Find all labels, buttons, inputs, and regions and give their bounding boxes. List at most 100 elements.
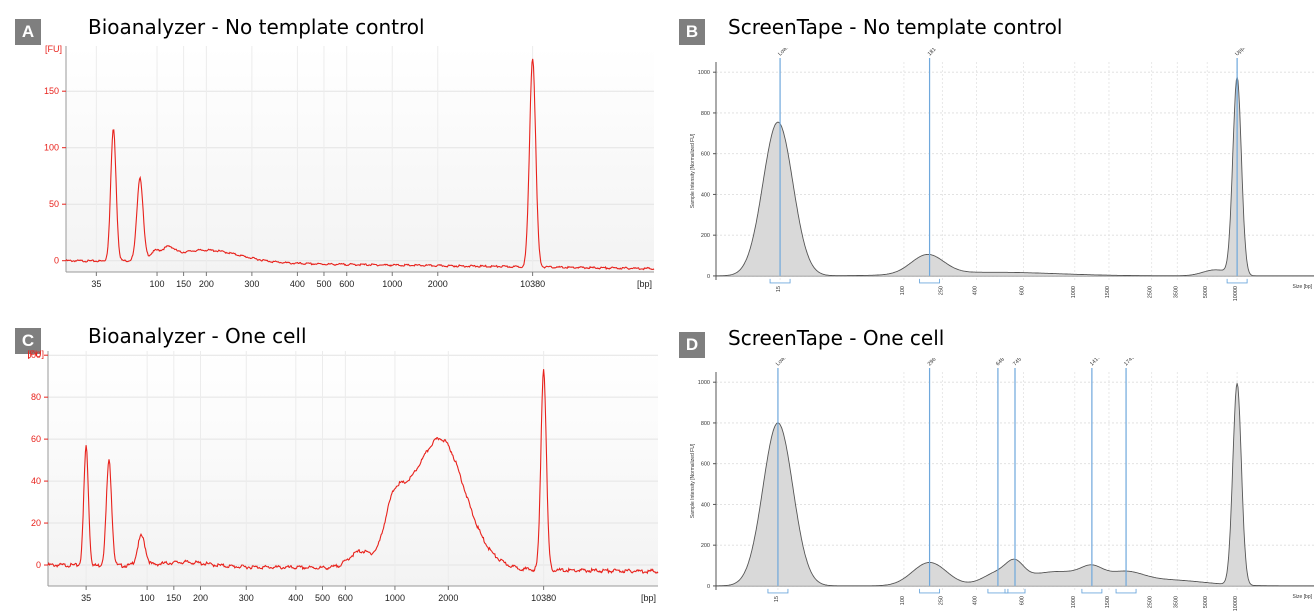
peak-bracket — [919, 278, 941, 284]
x-tick-label: 1000 — [385, 593, 405, 603]
x-tick-label: 100 — [900, 286, 906, 295]
x-tick-label: 2000 — [438, 593, 458, 603]
x-tick-label: 1000 — [382, 279, 402, 289]
x-tick-label: 600 — [1020, 596, 1026, 605]
y-tick-label: 600 — [701, 462, 710, 468]
plot-area — [48, 351, 658, 586]
y-axis-label: Sample Intensity [Normalized FU] — [690, 443, 696, 518]
peak-bracket — [1004, 588, 1026, 594]
bioanalyzer-ntc-chart: 0 50 100 150 [FU] 35 100 150 200 300 400 500 600 1000… — [44, 44, 655, 289]
x-tick-label: 600 — [1020, 286, 1026, 295]
x-tick-label: 10380 — [520, 279, 545, 289]
electropherogram-trace — [65, 58, 655, 271]
peak-label: 745 — [1012, 358, 1023, 367]
x-tick-label: 400 — [288, 593, 303, 603]
x-tick-label: 35 — [81, 593, 91, 603]
panel-title-c: Bioanalyzer - One cell — [88, 324, 307, 348]
y-tick-label: 600 — [701, 152, 710, 158]
peak-bracket — [987, 588, 1009, 594]
x-tick-label: 15 — [774, 596, 780, 602]
panel-title-d: ScreenTape - One cell — [728, 326, 945, 350]
x-tick-label: 1500 — [1105, 286, 1111, 298]
y-tick-label: 800 — [701, 421, 710, 427]
x-tick-label: 3500 — [1173, 596, 1179, 608]
panel-title-a: Bioanalyzer - No template control — [88, 15, 425, 39]
x-tick-label: 3500 — [1173, 286, 1179, 298]
panel-letter-c: C — [15, 328, 41, 354]
x-tick-label: 200 — [199, 279, 214, 289]
y-tick-label: 400 — [701, 192, 710, 198]
peak-bracket — [1081, 588, 1103, 594]
x-tick-label: 250 — [938, 596, 944, 605]
x-tick-label: 200 — [193, 593, 208, 603]
y-tick-label: 200 — [701, 233, 710, 239]
y-tick-label: 100 — [28, 350, 41, 360]
x-tick-label: 2000 — [428, 279, 448, 289]
peak-label: 1417 — [1089, 358, 1102, 367]
x-tick-label: 2500 — [1148, 286, 1154, 298]
intensity-area — [716, 383, 1314, 586]
peak-bracket — [769, 278, 791, 284]
x-tick-label: 500 — [316, 279, 331, 289]
y-tick-label: 1000 — [698, 380, 710, 386]
peak-label: 1749 — [1123, 358, 1136, 367]
peak-label: 648 — [995, 358, 1006, 367]
x-axis-unit: [bp] — [637, 279, 652, 289]
x-tick-label: 250 — [938, 286, 944, 295]
x-tick-label: 15 — [776, 286, 782, 292]
x-tick-label: 300 — [244, 279, 259, 289]
peak-label: Lower — [777, 48, 792, 57]
y-tick-label: 60 — [31, 434, 41, 444]
x-tick-label: 100 — [900, 596, 906, 605]
panel-letter-b: B — [679, 19, 705, 45]
panel-letter-d: D — [679, 332, 705, 358]
peak-bracket — [767, 588, 789, 594]
panel-letter-a: A — [15, 19, 41, 45]
y-tick-label: 0 — [707, 584, 710, 590]
y-tick-label: 200 — [701, 543, 710, 549]
y-axis-unit: [FU] — [45, 44, 62, 54]
x-tick-label: 10380 — [531, 593, 556, 603]
x-axis-unit: [bp] — [641, 593, 656, 603]
y-axis-label: Sample Intensity [Normalized FU] — [690, 133, 696, 208]
y-tick-label: 0 — [54, 256, 59, 266]
y-tick-label: 150 — [44, 86, 59, 96]
x-tick-label: 35 — [91, 279, 101, 289]
x-tick-label: 10000 — [1233, 286, 1239, 301]
y-tick-label: 800 — [701, 111, 710, 117]
x-tick-label: 400 — [973, 286, 979, 295]
x-tick-label: 5000 — [1203, 596, 1209, 608]
x-axis-label: Size [bp] — [1293, 284, 1313, 290]
x-axis-label: Size [bp] — [1293, 594, 1313, 600]
y-tick-label: 40 — [31, 476, 41, 486]
plot-area — [66, 46, 654, 272]
x-tick-label: 150 — [176, 279, 191, 289]
x-tick-label: 400 — [290, 279, 305, 289]
x-tick-label: 150 — [166, 593, 181, 603]
screentape-ntc-chart: 0 200 400 600 800 1000 Sample Intensity [Norma… — [690, 48, 1314, 301]
x-tick-label: 10000 — [1233, 596, 1239, 611]
y-tick-label: 400 — [701, 502, 710, 508]
x-tick-label: 2500 — [1148, 596, 1154, 608]
y-tick-label: 0 — [707, 274, 710, 280]
x-tick-label: 600 — [338, 593, 353, 603]
y-tick-label: 50 — [49, 199, 59, 209]
y-tick-label: 0 — [36, 560, 41, 570]
y-axis-unit: [FU] — [28, 349, 44, 359]
electropherogram-trace — [47, 369, 659, 575]
peak-label: 181 — [927, 48, 938, 57]
x-tick-label: 1500 — [1105, 596, 1111, 608]
x-tick-label: 300 — [239, 593, 254, 603]
peak-bracket — [1226, 278, 1248, 284]
peak-label: Lower — [775, 358, 790, 367]
peak-label: Upper — [1234, 48, 1249, 57]
peak-bracket — [919, 588, 941, 594]
intensity-trace — [716, 76, 1314, 277]
x-tick-label: 1000 — [1071, 286, 1077, 298]
screentape-one-cell-chart: 0 200 400 600 800 1000 Sample Intensity [Norma… — [690, 358, 1314, 611]
x-tick-label: 5000 — [1203, 286, 1209, 298]
x-tick-label: 100 — [150, 279, 165, 289]
x-tick-label: 400 — [973, 596, 979, 605]
x-tick-label: 1000 — [1071, 596, 1077, 608]
